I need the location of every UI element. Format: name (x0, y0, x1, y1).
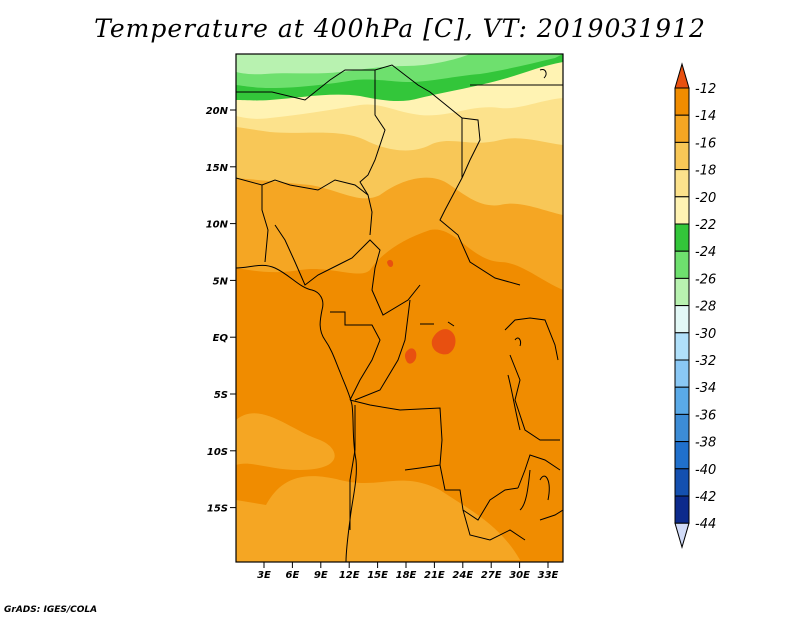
longitude-axis: 3E 6E 9E 12E 15E 18E 21E 24E 27E 30E 33E (257, 562, 559, 581)
colorbar-label: -14 (695, 109, 716, 124)
lon-tick-label: 12E (339, 570, 360, 581)
country-borders (236, 64, 563, 541)
colorbar-label: -32 (695, 354, 716, 369)
colorbar-swatch (674, 114, 690, 143)
lon-tick-label: 33E (538, 570, 559, 581)
field-band-28 (236, 54, 470, 75)
colorbar-swatch (674, 386, 690, 415)
lon-tick-label: 15E (367, 570, 388, 581)
lon-tick-label: 6E (286, 570, 300, 581)
map-title: Temperature at 400hPa [C], VT: 201903191… (94, 14, 706, 43)
colorbar-label: -36 (695, 408, 716, 423)
colorbar-label: -24 (695, 245, 716, 260)
colorbar-bottom-arrow (674, 522, 690, 549)
colorbar-swatch (674, 441, 690, 470)
colorbar-label: -18 (695, 164, 716, 179)
colorbar-swatch (674, 332, 690, 361)
colorbar-label: -34 (695, 381, 716, 396)
lat-tick-label: 15N (206, 163, 229, 174)
great-lakes (420, 69, 550, 511)
field-band-16-west (236, 413, 335, 470)
field-spot-12-north (387, 259, 394, 267)
lon-tick-label: 21E (424, 570, 445, 581)
lon-tick-label: 24E (452, 570, 473, 581)
lon-tick-label: 3E (257, 570, 271, 581)
lat-tick-label: 10S (207, 447, 228, 458)
colorbar-top-arrow (674, 62, 690, 89)
colorbar-swatch (674, 468, 690, 497)
colorbar-swatch (674, 413, 690, 443)
colorbar-label: -16 (695, 136, 716, 151)
colorbar-label: -22 (695, 218, 716, 233)
colorbar-swatch (674, 196, 690, 225)
map-frame (235, 53, 564, 563)
colorbar-label: -12 (695, 82, 716, 97)
lat-tick-label: EQ (213, 333, 229, 344)
colorbar: -12 -14 -16 -18 -20 -22 -24 -26 -28 -30 -32 -34 -36 -… (674, 62, 716, 549)
colorbar-swatch (674, 169, 690, 198)
colorbar-swatch (674, 141, 690, 171)
colorbar-swatch (674, 305, 690, 334)
field-spot-12-west (404, 348, 417, 364)
colorbar-label: -28 (695, 300, 716, 315)
colorbar-label: -42 (695, 490, 716, 505)
colorbar-label: -40 (695, 463, 716, 478)
colorbar-swatch (674, 87, 690, 116)
lon-tick-label: 27E (481, 570, 502, 581)
lon-tick-label: 30E (509, 570, 530, 581)
colorbar-label: -44 (695, 517, 716, 532)
field-band-16-south (236, 476, 520, 562)
field-spot-12-central (431, 329, 456, 355)
lon-tick-label: 18E (396, 570, 417, 581)
colorbar-swatch (674, 223, 690, 252)
colorbar-swatch (674, 495, 690, 524)
lat-tick-label: 5N (213, 276, 229, 287)
colorbar-label: -30 (695, 327, 716, 342)
lat-tick-label: 10N (206, 220, 229, 231)
colorbar-swatch (674, 277, 690, 307)
lat-tick-label: 5S (214, 390, 228, 401)
latitude-axis: 20N 15N 10N 5N EQ 5S 10S 15S (206, 106, 236, 515)
atlantic-coastline (236, 264, 357, 562)
colorbar-swatch (674, 359, 690, 388)
grads-credit: GrADS: IGES/COLA (4, 605, 98, 615)
lat-tick-label: 20N (206, 106, 229, 117)
colorbar-label: -26 (695, 272, 716, 287)
colorbar-swatch (674, 250, 690, 279)
lat-tick-label: 15S (207, 504, 228, 515)
colorbar-label: -38 (695, 436, 716, 451)
map-field (236, 54, 563, 562)
lon-tick-label: 9E (314, 570, 328, 581)
colorbar-label: -20 (695, 191, 716, 206)
